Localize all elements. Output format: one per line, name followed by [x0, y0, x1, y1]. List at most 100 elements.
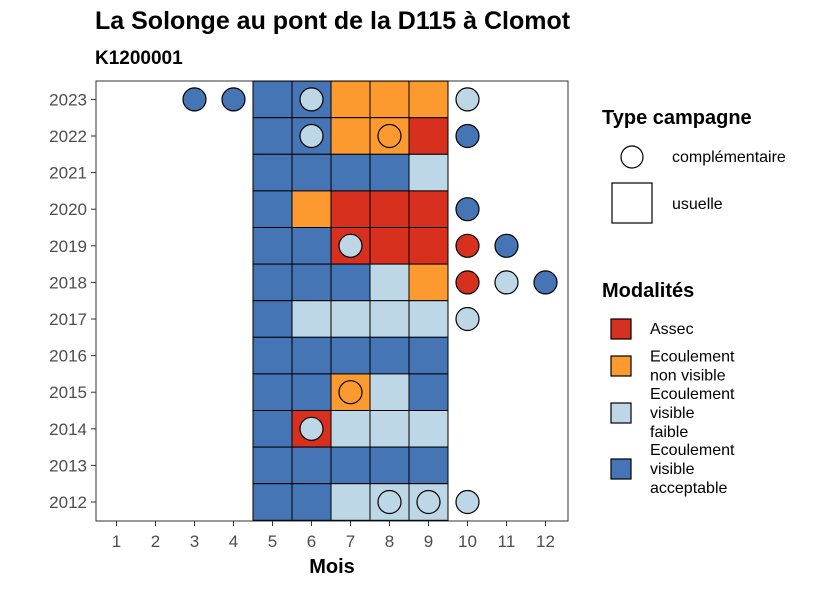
tile-2013-9 [408, 446, 449, 485]
point-2022-8 [377, 123, 402, 149]
legend-label-complementaire: complémentaire [672, 149, 786, 166]
tile-2022-5 [252, 117, 293, 155]
legend-type-title: Type campagne [602, 107, 752, 129]
y-tick-label: 2015 [49, 383, 87, 402]
tile-2013-6 [291, 446, 332, 485]
tile-2014-9 [408, 410, 449, 448]
point-2015-7 [338, 380, 363, 405]
point-2022-10 [455, 123, 480, 149]
tile-2017-5 [252, 300, 293, 338]
y-tick-label: 2020 [49, 200, 87, 219]
legend-label-acceptable: Ecoulement visible acceptable [650, 442, 735, 497]
tile-layer [252, 80, 449, 521]
chart-subtitle: K1200001 [95, 48, 183, 69]
tile-2021-8 [369, 153, 410, 192]
tile-2013-7 [330, 446, 371, 485]
tile-2012-7 [330, 483, 371, 521]
point-2012-10 [455, 489, 480, 515]
legend-circle-key [620, 145, 644, 169]
tile-2020-8 [369, 190, 410, 228]
point-2018-12 [533, 270, 558, 295]
tile-2012-6 [291, 483, 332, 521]
tile-2020-9 [408, 190, 449, 228]
tile-2016-8 [369, 336, 410, 375]
point-2017-10 [455, 306, 480, 332]
tile-2016-6 [291, 336, 332, 375]
legend-key-non_visible [610, 355, 632, 377]
x-axis-title: Mois [309, 556, 355, 578]
tile-2016-7 [330, 336, 371, 375]
y-tick-label: 2014 [49, 420, 87, 439]
tile-2016-9 [408, 336, 449, 375]
y-tick-label: 2022 [49, 127, 87, 146]
point-2019-7 [338, 233, 363, 258]
point-2023-4 [221, 87, 246, 112]
x-tick-label: 1 [112, 532, 121, 551]
x-tick-label: 6 [307, 532, 316, 551]
y-tick-label: 2018 [49, 273, 87, 292]
tile-2017-7 [330, 300, 371, 338]
legend-label-assec: Assec [650, 321, 694, 338]
tile-2012-8 [369, 483, 410, 521]
tile-2016-5 [252, 336, 293, 375]
x-tick-label: 9 [424, 532, 433, 551]
x-tick-label: 11 [498, 532, 516, 551]
tile-2018-6 [291, 263, 332, 302]
tile-2017-8 [369, 300, 410, 338]
point-2012-9 [416, 489, 441, 515]
tile-2021-7 [330, 153, 371, 192]
y-tick-label: 2021 [49, 164, 87, 183]
tile-2023-9 [408, 80, 449, 119]
x-tick-label: 3 [190, 532, 199, 551]
tile-2018-9 [408, 263, 449, 302]
point-2019-11 [494, 233, 519, 258]
tile-2023-8 [369, 80, 410, 119]
point-2018-10 [455, 270, 480, 295]
point-2014-6 [299, 416, 324, 441]
legend-label-faible: Ecoulement visible faible [650, 386, 735, 441]
tile-2021-9 [408, 153, 449, 192]
y-tick-label: 2023 [49, 90, 87, 109]
y-tick-label: 2019 [49, 237, 87, 256]
legend-modalites-title: Modalités [602, 280, 694, 302]
x-axis: 1 2 3 4 5 6 7 8 9 10 11 12 [112, 521, 555, 551]
tile-2017-9 [408, 300, 449, 338]
tile-2022-7 [330, 117, 371, 155]
point-layer [182, 87, 558, 515]
x-tick-label: 4 [229, 532, 238, 551]
tile-2012-5 [252, 483, 293, 521]
tile-2015-6 [291, 373, 332, 411]
point-2019-10 [455, 233, 480, 258]
legend-key-acceptable [610, 458, 632, 480]
point-2023-10 [455, 87, 480, 112]
tile-2019-8 [369, 227, 410, 265]
tile-2021-6 [291, 153, 332, 192]
tile-2014-7 [330, 410, 371, 448]
tile-2019-6 [291, 227, 332, 265]
tile-2013-8 [369, 446, 410, 485]
legend-key-assec [610, 318, 632, 340]
tile-2020-6 [291, 190, 332, 228]
tile-2023-7 [330, 80, 371, 119]
y-axis: 2012 2013 2014 2015 2016 2017 2018 2019 2020 2021… [49, 90, 96, 512]
legend-label-non_visible: Ecoulement non visible [650, 349, 735, 385]
x-tick-label: 5 [268, 532, 277, 551]
x-tick-label: 7 [346, 532, 355, 551]
tile-2019-9 [408, 227, 449, 265]
tile-2022-9 [408, 117, 449, 155]
y-tick-label: 2017 [49, 310, 87, 329]
point-2020-10 [455, 197, 480, 222]
tile-2015-5 [252, 373, 293, 411]
legend-type-campagne: Type campagne complémentaire usuelle [602, 107, 786, 224]
tile-2013-5 [252, 446, 293, 485]
tile-2015-8 [369, 373, 410, 411]
tile-2018-8 [369, 263, 410, 302]
legend-label-usuelle: usuelle [672, 196, 723, 213]
tile-2015-9 [408, 373, 449, 411]
point-2023-6 [299, 87, 324, 112]
y-tick-label: 2013 [49, 456, 87, 475]
tile-2023-5 [252, 80, 293, 119]
x-tick-label: 2 [151, 532, 160, 551]
